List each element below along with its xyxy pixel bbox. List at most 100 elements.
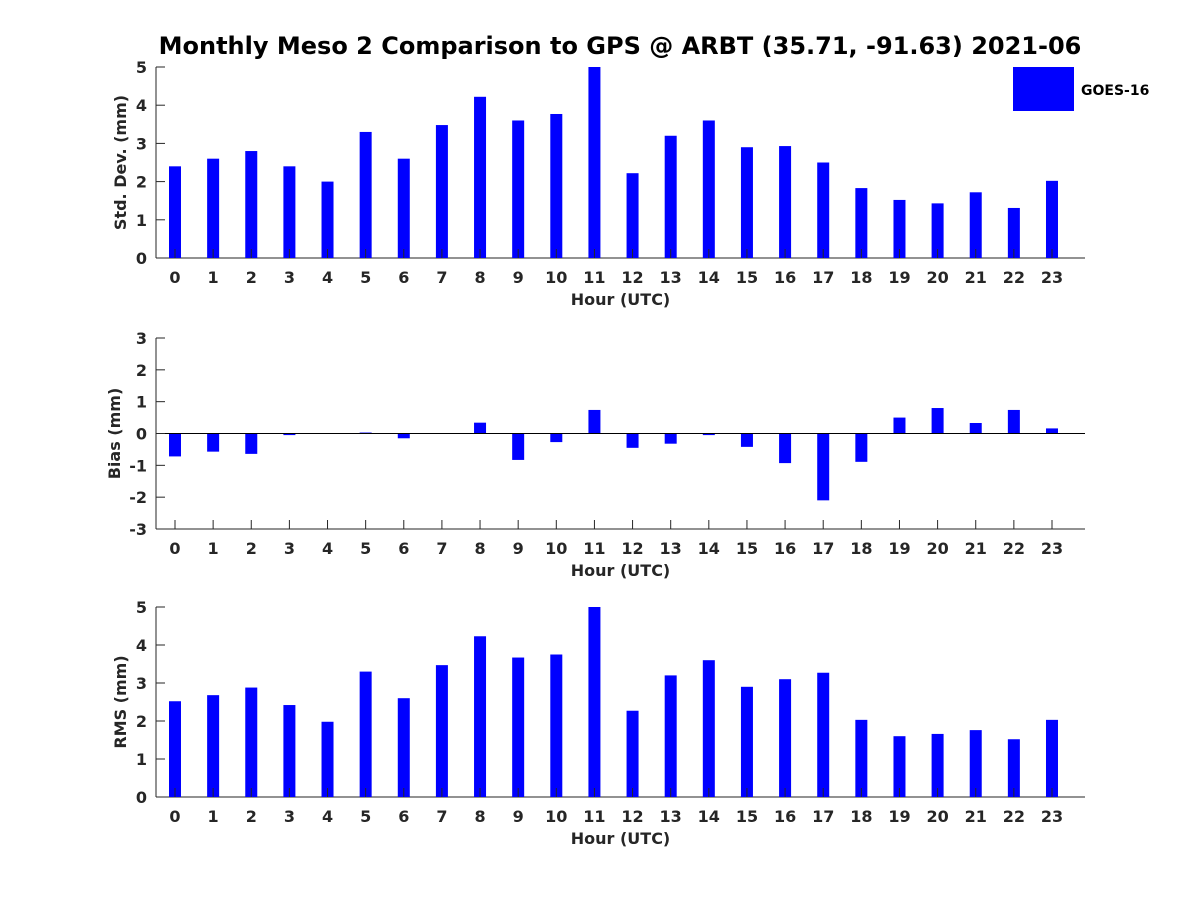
x-tick-label: 16 xyxy=(774,539,796,558)
bar-hour-17 xyxy=(817,672,830,797)
x-tick-label: 4 xyxy=(322,539,333,558)
bar-hour-19 xyxy=(893,199,906,258)
figure-title: Monthly Meso 2 Comparison to GPS @ ARBT … xyxy=(159,32,1082,60)
legend-label: GOES-16 xyxy=(1081,83,1149,99)
bar-hour-2 xyxy=(245,433,258,454)
y-tick-label: 2 xyxy=(136,361,147,380)
x-tick-label: 12 xyxy=(621,807,643,826)
x-tick-label: 22 xyxy=(1003,807,1025,826)
x-tick-label: 22 xyxy=(1003,539,1025,558)
bar-hour-15 xyxy=(740,686,753,797)
x-tick-label: 20 xyxy=(926,539,948,558)
x-axis-label: Hour (UTC) xyxy=(571,561,671,580)
y-tick-label: 0 xyxy=(136,249,147,268)
bar-hour-13 xyxy=(664,675,677,797)
x-tick-label: 20 xyxy=(926,268,948,287)
x-tick-label: 18 xyxy=(850,807,872,826)
bar-hour-16 xyxy=(779,433,792,464)
bar-hour-4 xyxy=(321,181,334,258)
bar-hour-11 xyxy=(588,67,601,258)
x-tick-label: 18 xyxy=(850,268,872,287)
bar-hour-2 xyxy=(245,151,258,258)
bar-hour-5 xyxy=(359,671,372,797)
x-tick-label: 6 xyxy=(398,268,409,287)
x-tick-label: 22 xyxy=(1003,268,1025,287)
x-tick-label: 10 xyxy=(545,807,567,826)
bar-hour-10 xyxy=(550,433,563,443)
x-tick-label: 4 xyxy=(322,268,333,287)
y-tick-label: 3 xyxy=(136,674,147,693)
y-tick-label: 3 xyxy=(136,329,147,348)
bar-hour-12 xyxy=(626,173,639,258)
x-tick-label: 11 xyxy=(583,539,605,558)
x-tick-label: 16 xyxy=(774,807,796,826)
bar-hour-15 xyxy=(740,433,753,447)
bar-hour-18 xyxy=(855,719,868,797)
x-tick-label: 9 xyxy=(513,807,524,826)
bar-hour-10 xyxy=(550,654,563,797)
x-tick-label: 15 xyxy=(736,807,758,826)
y-tick-label: 1 xyxy=(136,393,147,412)
x-tick-label: 21 xyxy=(965,807,987,826)
x-tick-label: 0 xyxy=(169,268,180,287)
bar-hour-0 xyxy=(169,701,181,797)
bar-hour-21 xyxy=(969,730,982,797)
bar-hour-23 xyxy=(1045,719,1058,797)
x-tick-label: 5 xyxy=(360,268,371,287)
x-tick-label: 5 xyxy=(360,539,371,558)
x-tick-label: 2 xyxy=(246,539,257,558)
bar-hour-21 xyxy=(969,192,982,258)
bar-hour-13 xyxy=(664,135,677,258)
x-tick-label: 14 xyxy=(698,268,720,287)
bar-hour-7 xyxy=(435,665,448,797)
bar-hour-22 xyxy=(1007,409,1020,434)
bar-hour-9 xyxy=(512,657,525,797)
x-tick-label: 23 xyxy=(1041,539,1063,558)
y-tick-label: -2 xyxy=(129,488,147,507)
x-tick-label: 2 xyxy=(246,268,257,287)
x-tick-label: 7 xyxy=(436,268,447,287)
x-tick-label: 17 xyxy=(812,807,834,826)
y-tick-label: 5 xyxy=(136,58,147,77)
y-tick-label: -3 xyxy=(129,520,147,539)
y-tick-label: 2 xyxy=(136,712,147,731)
bar-hour-8 xyxy=(474,96,487,259)
bar-hour-20 xyxy=(931,408,944,434)
bar-hour-12 xyxy=(626,710,639,797)
x-tick-label: 23 xyxy=(1041,807,1063,826)
bar-hour-15 xyxy=(740,147,753,258)
x-tick-label: 12 xyxy=(621,268,643,287)
x-tick-label: 9 xyxy=(513,539,524,558)
bar-hour-22 xyxy=(1007,739,1020,797)
y-axis-label: RMS (mm) xyxy=(111,655,130,748)
bar-hour-1 xyxy=(207,433,220,452)
legend-swatch xyxy=(1013,67,1074,111)
x-tick-label: 2 xyxy=(246,807,257,826)
x-tick-label: 23 xyxy=(1041,268,1063,287)
x-tick-label: 1 xyxy=(208,268,219,287)
x-tick-label: 21 xyxy=(965,539,987,558)
y-axis-label: Std. Dev. (mm) xyxy=(111,95,130,230)
bar-hour-3 xyxy=(283,166,296,258)
bar-hour-9 xyxy=(512,120,525,258)
bar-hour-9 xyxy=(512,433,525,460)
bar-hour-7 xyxy=(435,125,448,259)
bar-hour-6 xyxy=(397,158,410,258)
bar-hour-2 xyxy=(245,687,258,797)
x-tick-label: 8 xyxy=(474,268,485,287)
bar-hour-23 xyxy=(1045,180,1058,258)
x-tick-label: 3 xyxy=(284,807,295,826)
x-tick-label: 10 xyxy=(545,539,567,558)
x-tick-label: 20 xyxy=(926,807,948,826)
x-tick-label: 13 xyxy=(660,268,682,287)
bar-hour-19 xyxy=(893,417,906,434)
bar-hour-20 xyxy=(931,733,944,797)
x-tick-label: 1 xyxy=(208,807,219,826)
bar-hour-21 xyxy=(969,422,982,434)
x-tick-label: 8 xyxy=(474,539,485,558)
bar-hour-16 xyxy=(779,679,792,797)
x-axis-label: Hour (UTC) xyxy=(571,829,671,848)
